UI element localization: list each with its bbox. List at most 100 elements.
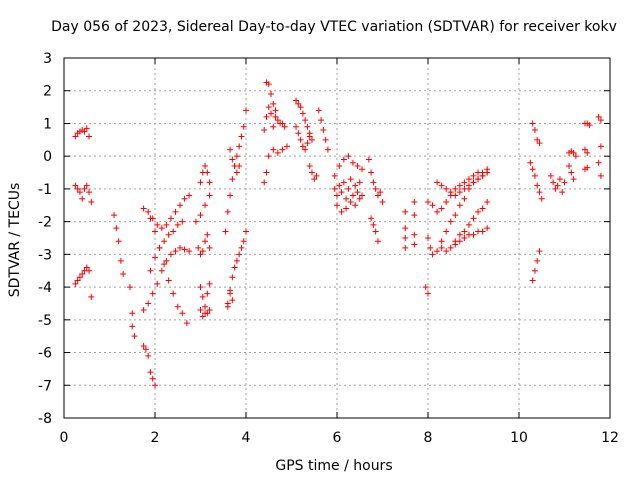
- series-arc-v: [261, 143, 290, 186]
- data-point: [313, 172, 320, 179]
- data-point: [227, 146, 234, 153]
- data-point: [129, 323, 136, 330]
- series-arc-m: [195, 231, 213, 258]
- data-point: [206, 192, 213, 199]
- data-point: [272, 107, 279, 114]
- y-tick-label: -8: [38, 411, 52, 427]
- data-point: [349, 159, 356, 166]
- data-point: [443, 228, 450, 235]
- data-point: [83, 182, 90, 189]
- data-point: [452, 185, 459, 192]
- data-point: [354, 189, 361, 196]
- data-point: [115, 238, 122, 245]
- data-point: [343, 205, 350, 212]
- series-arc-ar: [566, 148, 579, 160]
- data-point: [343, 195, 350, 202]
- data-point: [345, 185, 352, 192]
- series-arc-h: [140, 244, 193, 313]
- data-point: [456, 231, 463, 238]
- data-point: [154, 221, 161, 228]
- data-point: [126, 284, 133, 291]
- data-point: [206, 179, 213, 186]
- series-arc-j: [147, 218, 186, 274]
- data-point: [461, 235, 468, 241]
- y-tick-label: -1: [38, 182, 52, 198]
- series-arc-ag: [411, 199, 418, 248]
- data-point: [479, 172, 486, 179]
- series-arc-ah: [422, 284, 431, 297]
- series-arc-w: [293, 97, 315, 143]
- x-tick-label: 10: [510, 430, 528, 446]
- data-point: [402, 244, 409, 251]
- data-point: [149, 375, 156, 382]
- y-axis-label: SDTVAR / TECUs: [7, 183, 23, 298]
- data-point: [304, 123, 311, 130]
- data-point: [411, 199, 418, 205]
- chart-grid: [64, 58, 610, 418]
- x-tick-label: 4: [242, 430, 251, 446]
- data-point: [240, 123, 247, 130]
- data-point: [552, 185, 559, 192]
- series-arc-c: [72, 264, 95, 300]
- data-point: [311, 176, 318, 183]
- data-point: [154, 280, 161, 287]
- y-tick-label: -4: [38, 280, 52, 296]
- data-point: [438, 238, 445, 245]
- data-point: [229, 156, 236, 163]
- data-point: [131, 333, 138, 340]
- data-point: [113, 225, 120, 232]
- data-point: [279, 146, 286, 153]
- data-point: [411, 212, 418, 219]
- data-point: [438, 182, 445, 189]
- data-point: [274, 149, 281, 156]
- data-point: [345, 153, 352, 160]
- data-point: [279, 120, 286, 127]
- data-point: [527, 159, 534, 166]
- data-point: [322, 136, 329, 143]
- data-point: [227, 290, 234, 297]
- data-point: [484, 199, 491, 205]
- series-arc-s: [227, 146, 243, 176]
- data-point: [120, 271, 127, 277]
- data-point: [165, 277, 172, 284]
- data-point: [295, 100, 302, 107]
- series-arc-z: [315, 107, 331, 153]
- data-point: [331, 185, 338, 192]
- data-point: [263, 113, 270, 120]
- data-point: [86, 189, 93, 196]
- y-tick-label: 1: [43, 116, 52, 132]
- y-tick-labels: -8 -7 -6 -5 -4 -3 -2 -1 0 1 2 3: [38, 51, 52, 427]
- data-point: [174, 303, 181, 310]
- data-point: [179, 310, 186, 317]
- data-point: [368, 215, 375, 222]
- data-point: [74, 185, 81, 192]
- data-point: [206, 244, 213, 251]
- data-point: [372, 185, 379, 192]
- data-point: [206, 280, 213, 287]
- data-point: [484, 169, 491, 176]
- data-point: [88, 199, 95, 205]
- data-point: [238, 133, 245, 140]
- data-point: [261, 179, 268, 186]
- data-point: [147, 267, 154, 274]
- data-point: [595, 113, 602, 120]
- data-point: [299, 110, 306, 117]
- data-point: [561, 179, 568, 186]
- data-point: [536, 189, 543, 196]
- data-point: [434, 208, 441, 215]
- data-point: [302, 146, 309, 153]
- series-arc-l: [197, 163, 213, 186]
- data-point: [359, 166, 366, 173]
- data-point: [204, 290, 211, 297]
- data-point: [86, 267, 93, 274]
- data-point: [550, 179, 557, 186]
- data-point: [179, 218, 186, 225]
- data-point: [197, 179, 204, 186]
- data-point: [597, 117, 604, 124]
- data-point: [283, 143, 290, 150]
- series-arc-af: [402, 208, 409, 251]
- data-point: [586, 122, 593, 129]
- data-point: [308, 136, 315, 143]
- data-point: [370, 179, 377, 186]
- data-point: [475, 176, 482, 183]
